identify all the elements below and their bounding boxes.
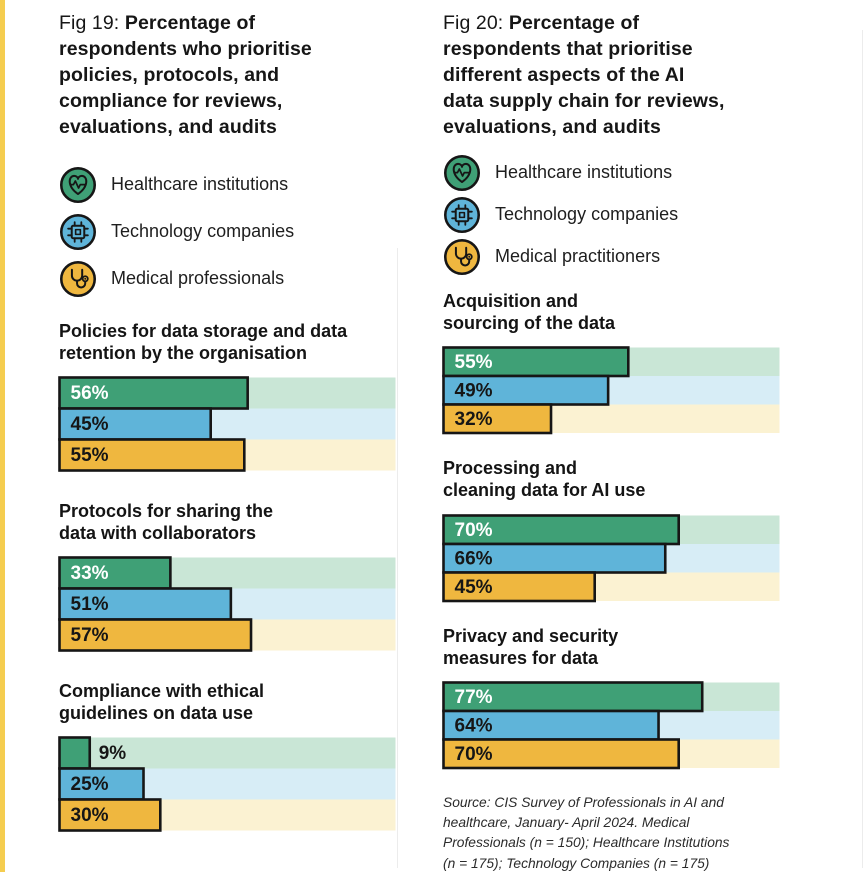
heart-pulse-icon xyxy=(443,154,481,191)
heart-pulse-icon xyxy=(59,166,97,203)
legend-item: Technology companies xyxy=(443,196,783,234)
legend-label: Technology companies xyxy=(495,204,679,225)
bar-value-label: 55% xyxy=(70,445,108,466)
bar xyxy=(57,556,172,590)
bar-value-label: 45% xyxy=(70,414,108,435)
bar xyxy=(441,681,704,713)
bar-chart-group: 9% 25% 30% xyxy=(57,736,395,833)
bar-chart-group: 77% 64% 70% xyxy=(441,681,779,770)
stethoscope-icon xyxy=(59,260,97,297)
chip-icon xyxy=(443,196,481,233)
bar-value-label: 9% xyxy=(98,743,126,764)
bar-chart-group: 33% 51% 57% xyxy=(57,556,395,652)
bar-chart-group: 56% 45% 55% xyxy=(57,376,395,472)
source-note: Source: CIS Survey of Professionals in A… xyxy=(443,794,730,871)
bar-value-label: 55% xyxy=(454,352,492,373)
figure-title: Fig 19: Percentage of respondents who pr… xyxy=(59,11,399,141)
page-edge-line xyxy=(862,30,863,868)
figure-20: Fig 20: Percentage of respondents that p… xyxy=(441,11,783,874)
bar-value-label: 70% xyxy=(454,519,492,540)
stethoscope-icon xyxy=(443,238,481,275)
group-title: Privacy and security measures for data xyxy=(443,626,619,669)
bar xyxy=(441,374,609,406)
bar-chart-group: 70% 66% 45% xyxy=(441,513,779,602)
legend-item: Technology companies xyxy=(59,213,399,251)
bar xyxy=(441,542,667,574)
group-title: Acquisition and sourcing of the data xyxy=(443,290,616,333)
figure-title: Fig 20: Percentage of respondents that p… xyxy=(443,11,783,141)
group-title: Processing and cleaning data for AI use xyxy=(443,458,646,501)
legend-label: Healthcare institutions xyxy=(495,162,673,183)
bar-value-label: 45% xyxy=(454,576,492,597)
bar-group: Policies for data storage and data reten… xyxy=(57,320,399,473)
legend-item: Medical practitioners xyxy=(443,238,783,276)
chip-icon xyxy=(59,213,97,250)
legend-item: Medical professionals xyxy=(59,260,399,298)
group-title: Compliance with ethical guidelines on da… xyxy=(59,681,265,724)
bar-value-label: 49% xyxy=(454,380,492,401)
bar xyxy=(441,570,596,602)
groups: Acquisition and sourcing of the data 55% 4… xyxy=(441,290,783,771)
bar-value-label: 70% xyxy=(454,744,492,765)
group-title: Policies for data storage and data reten… xyxy=(59,320,348,363)
page-edge-accent xyxy=(0,0,5,872)
bar-group: Privacy and security measures for data 77… xyxy=(441,625,783,771)
bar xyxy=(57,407,212,441)
legend-label: Technology companies xyxy=(111,221,295,242)
bar-chart-group: 55% 49% 32% xyxy=(441,346,779,435)
legend: Healthcare institutions Technology compan… xyxy=(59,166,399,298)
bar-value-label: 25% xyxy=(70,774,108,795)
figure-title-text: Percentage of respondents who prioritise… xyxy=(59,12,312,138)
bar-value-label: 33% xyxy=(70,563,108,584)
groups: Policies for data storage and data reten… xyxy=(57,320,399,834)
bar-value-label: 64% xyxy=(454,716,492,737)
bar-group: Processing and cleaning data for AI use 7… xyxy=(441,457,783,603)
column-divider-line xyxy=(397,248,398,868)
figure-number: Fig 20: xyxy=(443,12,504,34)
bar-group: Compliance with ethical guidelines on da… xyxy=(57,680,399,833)
figure-number: Fig 19: xyxy=(59,12,120,34)
bar-value-label: 56% xyxy=(70,383,108,404)
bar xyxy=(441,403,552,435)
bar xyxy=(57,618,252,652)
legend-item: Healthcare institutions xyxy=(443,154,783,192)
legend-label: Medical practitioners xyxy=(495,246,661,267)
legend-label: Healthcare institutions xyxy=(111,174,289,195)
legend: Healthcare institutions Technology compan… xyxy=(443,154,783,276)
figure-title-text: Percentage of respondents that prioritis… xyxy=(443,12,725,138)
bar xyxy=(57,767,145,802)
bar xyxy=(57,587,232,621)
bar-group: Acquisition and sourcing of the data 55% 4… xyxy=(441,290,783,436)
bar xyxy=(441,710,660,742)
legend-label: Medical professionals xyxy=(111,268,285,289)
bar-value-label: 57% xyxy=(70,625,108,646)
bar-value-label: 51% xyxy=(70,594,108,615)
bar-value-label: 32% xyxy=(454,409,492,430)
bar-track xyxy=(59,737,395,769)
bar xyxy=(57,798,162,833)
bar-value-label: 66% xyxy=(454,548,492,569)
bar xyxy=(441,738,680,770)
bar-group: Protocols for sharing the data with coll… xyxy=(57,500,399,653)
group-title: Protocols for sharing the data with coll… xyxy=(59,500,274,543)
bar-value-label: 77% xyxy=(454,687,492,708)
figure-19: Fig 19: Percentage of respondents who pr… xyxy=(57,11,399,874)
bar xyxy=(57,438,246,472)
legend-item: Healthcare institutions xyxy=(59,166,399,204)
bar-value-label: 30% xyxy=(70,805,108,826)
bar xyxy=(57,736,91,771)
